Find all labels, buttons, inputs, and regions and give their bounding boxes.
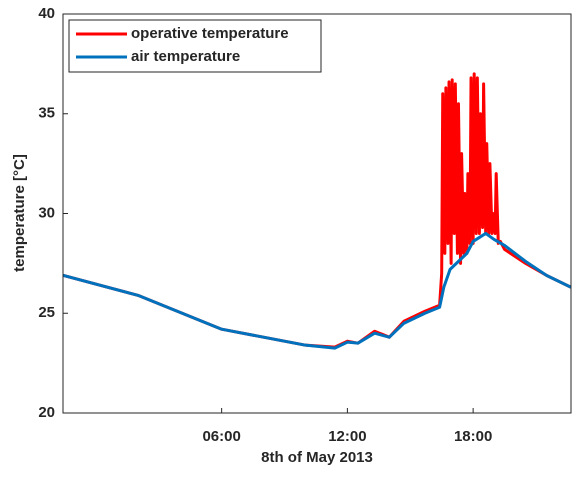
y-tick-label: 35 — [38, 105, 55, 122]
y-tick-label: 25 — [38, 304, 55, 321]
x-tick-label: 12:00 — [328, 428, 366, 445]
x-tick-label: 18:00 — [454, 428, 492, 445]
data-line — [63, 231, 571, 350]
axes-box — [62, 13, 572, 414]
y-axis-label: temperature [°C] — [11, 154, 28, 272]
x-axis-label: 8th of May 2013 — [261, 449, 373, 466]
x-tick-label: 06:00 — [202, 428, 240, 445]
legend-label: air temperature — [131, 48, 240, 65]
y-tick-label: 20 — [38, 404, 55, 421]
y-tick-label: 30 — [38, 204, 55, 221]
legend-label: operative temperature — [131, 25, 289, 42]
legend-box — [68, 19, 322, 73]
y-tick-label: 40 — [38, 5, 55, 22]
